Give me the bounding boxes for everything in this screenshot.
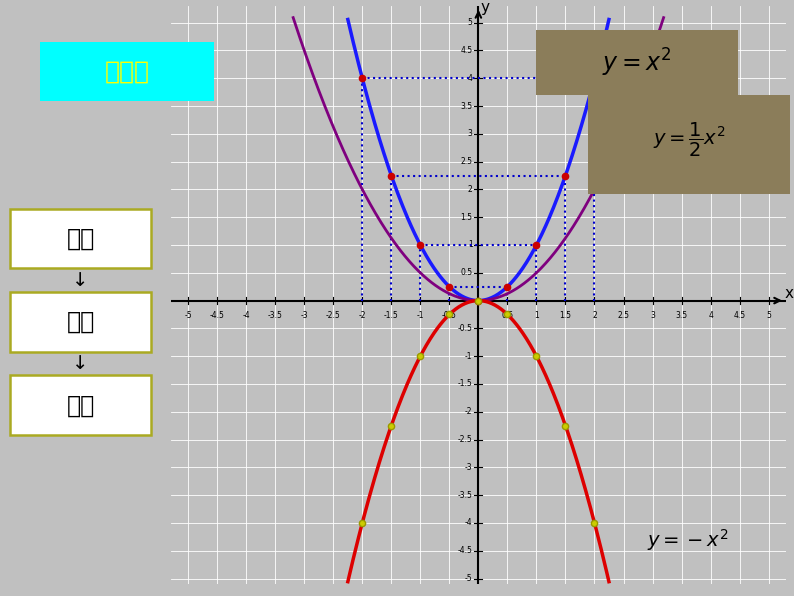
Text: 4.5: 4.5 (461, 46, 472, 55)
Text: 0.5: 0.5 (501, 311, 514, 319)
Text: x: x (784, 287, 793, 302)
Text: -3.5: -3.5 (457, 491, 472, 499)
Text: -4: -4 (242, 311, 250, 319)
Text: 列表: 列表 (67, 226, 94, 250)
Text: -3: -3 (300, 311, 308, 319)
Text: -4.5: -4.5 (210, 311, 225, 319)
Text: 2: 2 (592, 311, 597, 319)
Text: 1: 1 (468, 241, 472, 250)
Text: ↓: ↓ (72, 271, 89, 290)
Text: 2.5: 2.5 (618, 311, 630, 319)
Text: -5: -5 (184, 311, 192, 319)
Text: -2: -2 (359, 311, 366, 319)
Text: ↓: ↓ (72, 354, 89, 373)
Text: 4: 4 (708, 311, 713, 319)
Text: -0.5: -0.5 (442, 311, 457, 319)
Text: -1.5: -1.5 (458, 380, 472, 389)
Text: 描点法: 描点法 (105, 60, 149, 83)
Text: 1.5: 1.5 (461, 213, 472, 222)
Text: -1: -1 (417, 311, 424, 319)
Text: 3: 3 (650, 311, 655, 319)
Text: 3.5: 3.5 (676, 311, 688, 319)
Text: 联线: 联线 (67, 393, 94, 417)
Text: 4.5: 4.5 (734, 311, 746, 319)
Text: 4: 4 (468, 74, 472, 83)
Text: 3: 3 (468, 129, 472, 138)
Text: -2.5: -2.5 (326, 311, 341, 319)
Text: -3.5: -3.5 (268, 311, 283, 319)
Text: -3: -3 (465, 463, 472, 472)
Text: -0.5: -0.5 (457, 324, 472, 333)
Text: 3.5: 3.5 (461, 101, 472, 110)
Text: -2: -2 (465, 407, 472, 416)
Text: 5: 5 (468, 18, 472, 27)
Text: 5: 5 (766, 311, 771, 319)
Text: -2.5: -2.5 (458, 435, 472, 444)
Text: -1: -1 (465, 352, 472, 361)
Text: -1.5: -1.5 (384, 311, 399, 319)
Text: $y=-x^2$: $y=-x^2$ (646, 527, 728, 552)
Text: $y=\dfrac{1}{2}x^2$: $y=\dfrac{1}{2}x^2$ (653, 121, 725, 159)
Text: -4: -4 (465, 519, 472, 527)
Text: y: y (481, 0, 490, 14)
Text: 0.5: 0.5 (461, 268, 472, 277)
Text: -5: -5 (465, 574, 472, 583)
Text: 描点: 描点 (67, 310, 94, 334)
Text: 2.5: 2.5 (461, 157, 472, 166)
Text: 1.5: 1.5 (560, 311, 572, 319)
Text: 1: 1 (534, 311, 539, 319)
Text: $y=x^2$: $y=x^2$ (603, 46, 672, 79)
Text: 2: 2 (468, 185, 472, 194)
Text: -4.5: -4.5 (457, 546, 472, 555)
